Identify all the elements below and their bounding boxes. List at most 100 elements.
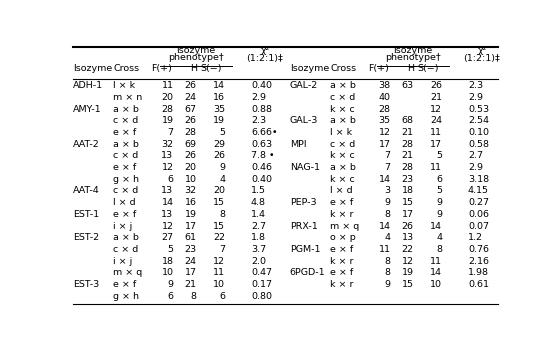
Text: 63: 63 bbox=[402, 81, 414, 90]
Text: Isozyme: Isozyme bbox=[290, 64, 329, 73]
Text: e × f: e × f bbox=[113, 210, 136, 219]
Text: 19: 19 bbox=[213, 116, 226, 125]
Text: 28: 28 bbox=[185, 128, 197, 137]
Text: e × f: e × f bbox=[330, 268, 353, 278]
Text: 24: 24 bbox=[431, 116, 442, 125]
Text: 15: 15 bbox=[213, 198, 226, 207]
Text: PRX-1: PRX-1 bbox=[290, 222, 317, 230]
Text: 35: 35 bbox=[378, 116, 390, 125]
Text: 69: 69 bbox=[185, 139, 197, 149]
Text: 9: 9 bbox=[436, 210, 442, 219]
Text: 4: 4 bbox=[384, 233, 390, 242]
Text: (1:2:1)‡: (1:2:1)‡ bbox=[247, 53, 284, 63]
Text: 6: 6 bbox=[436, 175, 442, 184]
Text: NAG-1: NAG-1 bbox=[290, 163, 320, 172]
Text: 9: 9 bbox=[436, 198, 442, 207]
Text: 0.07: 0.07 bbox=[468, 222, 489, 230]
Text: 7: 7 bbox=[219, 245, 226, 254]
Text: 0.46: 0.46 bbox=[251, 163, 272, 172]
Text: a × b: a × b bbox=[330, 116, 356, 125]
Text: 28: 28 bbox=[402, 139, 414, 149]
Text: k × r: k × r bbox=[330, 210, 354, 219]
Text: 13: 13 bbox=[162, 151, 173, 160]
Text: 9: 9 bbox=[384, 198, 390, 207]
Text: 21: 21 bbox=[402, 128, 414, 137]
Text: 14: 14 bbox=[213, 81, 226, 90]
Text: 1.4: 1.4 bbox=[251, 210, 266, 219]
Text: 26: 26 bbox=[185, 151, 197, 160]
Text: 1.98: 1.98 bbox=[468, 268, 489, 278]
Text: 32: 32 bbox=[162, 139, 173, 149]
Text: 10: 10 bbox=[213, 280, 226, 289]
Text: 26: 26 bbox=[402, 222, 414, 230]
Text: 26: 26 bbox=[185, 116, 197, 125]
Text: 2.3: 2.3 bbox=[251, 116, 266, 125]
Text: 6PGD-1: 6PGD-1 bbox=[290, 268, 325, 278]
Text: 13: 13 bbox=[162, 210, 173, 219]
Text: 6: 6 bbox=[168, 292, 173, 301]
Text: 20: 20 bbox=[213, 187, 226, 195]
Text: 2.16: 2.16 bbox=[468, 257, 489, 266]
Text: a × b: a × b bbox=[330, 163, 356, 172]
Text: χ²: χ² bbox=[477, 46, 487, 55]
Text: a × b: a × b bbox=[113, 104, 139, 114]
Text: e × f: e × f bbox=[330, 245, 353, 254]
Text: 0.80: 0.80 bbox=[251, 292, 272, 301]
Text: 19: 19 bbox=[185, 210, 197, 219]
Text: 61: 61 bbox=[185, 233, 197, 242]
Text: F(+): F(+) bbox=[368, 64, 389, 73]
Text: a × b: a × b bbox=[330, 81, 356, 90]
Text: PEP-3: PEP-3 bbox=[290, 198, 316, 207]
Text: 2.7: 2.7 bbox=[468, 151, 483, 160]
Text: AAT-4: AAT-4 bbox=[73, 187, 100, 195]
Text: GAL-2: GAL-2 bbox=[290, 81, 318, 90]
Text: 32: 32 bbox=[184, 187, 197, 195]
Text: 2.9: 2.9 bbox=[468, 163, 483, 172]
Text: 1.2: 1.2 bbox=[468, 233, 483, 242]
Text: 28: 28 bbox=[402, 163, 414, 172]
Text: 28: 28 bbox=[162, 104, 173, 114]
Text: 6: 6 bbox=[168, 175, 173, 184]
Text: 8: 8 bbox=[384, 268, 390, 278]
Text: 8: 8 bbox=[384, 210, 390, 219]
Text: 8: 8 bbox=[384, 257, 390, 266]
Text: AMY-1: AMY-1 bbox=[73, 104, 101, 114]
Text: 4.8: 4.8 bbox=[251, 198, 266, 207]
Text: F(+): F(+) bbox=[151, 64, 172, 73]
Text: 40: 40 bbox=[378, 93, 390, 102]
Text: o × p: o × p bbox=[330, 233, 356, 242]
Text: 23: 23 bbox=[402, 175, 414, 184]
Text: 11: 11 bbox=[213, 268, 226, 278]
Text: 12: 12 bbox=[162, 163, 173, 172]
Text: 17: 17 bbox=[185, 222, 197, 230]
Text: 12: 12 bbox=[431, 104, 442, 114]
Text: 2.0: 2.0 bbox=[251, 257, 266, 266]
Text: 11: 11 bbox=[162, 81, 173, 90]
Text: c × d: c × d bbox=[330, 139, 355, 149]
Text: 15: 15 bbox=[402, 198, 414, 207]
Text: 23: 23 bbox=[184, 245, 197, 254]
Text: 35: 35 bbox=[213, 104, 226, 114]
Text: l × d: l × d bbox=[113, 198, 136, 207]
Text: 7: 7 bbox=[168, 128, 173, 137]
Text: PGM-1: PGM-1 bbox=[290, 245, 320, 254]
Text: 2.3: 2.3 bbox=[468, 81, 483, 90]
Text: 0.76: 0.76 bbox=[468, 245, 489, 254]
Text: 1.5: 1.5 bbox=[251, 187, 266, 195]
Text: 4: 4 bbox=[436, 233, 442, 242]
Text: 26: 26 bbox=[213, 151, 226, 160]
Text: 14: 14 bbox=[431, 222, 442, 230]
Text: a × b: a × b bbox=[113, 139, 139, 149]
Text: 2.54: 2.54 bbox=[468, 116, 489, 125]
Text: 2.9: 2.9 bbox=[468, 93, 483, 102]
Text: c × d: c × d bbox=[330, 93, 355, 102]
Text: l × d: l × d bbox=[330, 187, 353, 195]
Text: k × c: k × c bbox=[330, 175, 355, 184]
Text: 0.10: 0.10 bbox=[468, 128, 489, 137]
Text: 3.18: 3.18 bbox=[468, 175, 489, 184]
Text: 17: 17 bbox=[431, 139, 442, 149]
Text: 9: 9 bbox=[219, 163, 226, 172]
Text: 18: 18 bbox=[402, 187, 414, 195]
Text: k × r: k × r bbox=[330, 257, 354, 266]
Text: 16: 16 bbox=[213, 93, 226, 102]
